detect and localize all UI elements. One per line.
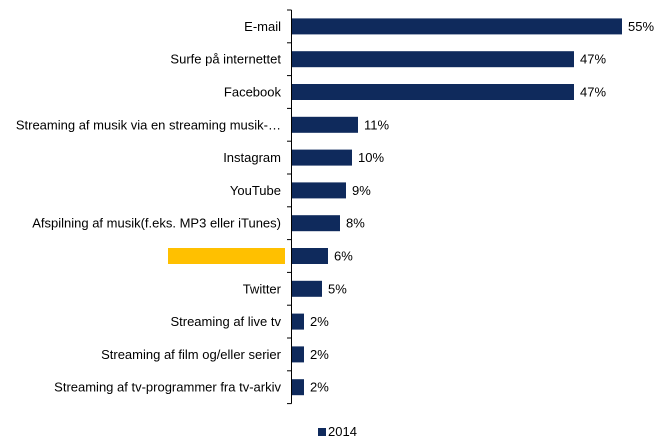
value-labels: 55% 47% 47% 11% 10% 9% 8% 6% 5% 2% 2% 2% <box>310 19 654 395</box>
bar <box>292 215 340 232</box>
category-label: Surfe på internettet <box>170 52 281 67</box>
legend-swatch <box>318 428 326 436</box>
bar <box>292 84 574 100</box>
value-label: 8% <box>346 216 365 231</box>
category-label: YouTube <box>230 183 281 198</box>
bars <box>292 18 622 396</box>
bar <box>292 149 352 166</box>
bar <box>292 280 322 297</box>
bar <box>292 248 328 264</box>
value-label: 11% <box>364 117 389 132</box>
value-label: 55% <box>628 19 654 34</box>
value-label: 47% <box>580 52 606 67</box>
category-label: E-mail <box>244 19 281 34</box>
value-label: 10% <box>358 150 384 165</box>
legend: 2014 <box>318 424 357 438</box>
value-label: 9% <box>352 183 371 198</box>
value-label: 2% <box>310 314 329 329</box>
category-label: Streaming af tv-programmer fra tv-arkiv <box>54 380 281 395</box>
category-label: Facebook <box>224 85 282 100</box>
category-label: Instagram <box>223 150 281 165</box>
category-label: Twitter <box>243 281 282 296</box>
legend-label: 2014 <box>328 424 357 438</box>
category-label: Streaming af film og/eller serier <box>101 347 282 362</box>
category-label: Afspilning af musik(f.eks. MP3 eller iTu… <box>32 216 281 231</box>
value-label: 6% <box>334 249 353 264</box>
axis-ticks <box>287 9 292 405</box>
bar <box>292 313 304 330</box>
category-label: Streaming af live tv <box>170 314 281 329</box>
value-label: 2% <box>310 380 329 395</box>
bar <box>292 346 304 363</box>
bar <box>292 379 304 396</box>
bar <box>292 116 358 133</box>
bar <box>292 182 346 199</box>
value-label: 5% <box>328 281 347 296</box>
category-labels: E-mail Surfe på internettet Facebook Stream… <box>16 19 285 395</box>
redacted-label-box <box>168 248 285 264</box>
bar <box>292 18 622 35</box>
value-label: 47% <box>580 85 606 100</box>
bar <box>292 51 574 68</box>
category-label: Streaming af musik via en streaming musi… <box>16 117 281 132</box>
value-label: 2% <box>310 347 329 362</box>
